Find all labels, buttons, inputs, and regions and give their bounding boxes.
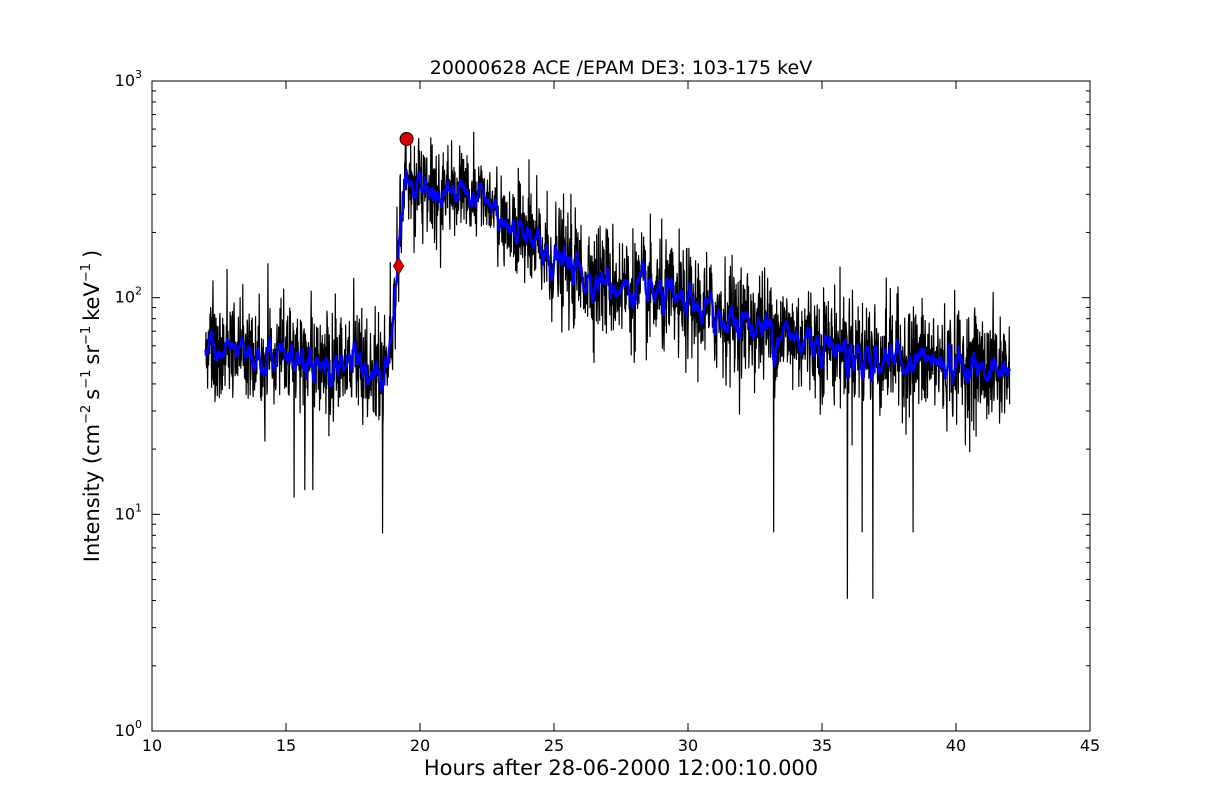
x-tick-label: 15: [276, 736, 296, 755]
y-axis-label-kev-exp: −1: [79, 263, 94, 282]
y-axis-label: Intensity (cm−2s−1sr−1keV−1): [79, 250, 104, 562]
onset-marker-diamond: [392, 256, 405, 276]
y-axis-label-sr-unit: sr: [80, 345, 104, 365]
x-tick-label: 10: [142, 736, 162, 755]
y-tick-label: 101: [115, 501, 142, 523]
y-tick-label: 102: [115, 285, 142, 307]
x-axis-label: Hours after 28-06-2000 12:00:10.000: [424, 756, 818, 780]
plot-area: [204, 131, 1011, 599]
x-tick-label: 30: [678, 736, 698, 755]
y-axis-label-kev-unit: keV: [80, 282, 104, 321]
x-tick-label: 35: [812, 736, 832, 755]
chart-title: 20000628 ACE /EPAM DE3: 103-175 keV: [430, 57, 812, 79]
y-axis-label-s-exp: −1: [79, 370, 94, 389]
y-axis-label-s-unit: s: [80, 389, 104, 400]
x-tick-label: 25: [544, 736, 564, 755]
plot-frame: [151, 80, 1091, 732]
y-tick-label: 103: [115, 68, 142, 90]
x-tick-label: 20: [410, 736, 430, 755]
y-axis-label-suffix: ): [80, 250, 104, 258]
x-tick-label: 45: [1080, 736, 1100, 755]
y-tick-label: 100: [115, 718, 142, 740]
peak-marker-circle: [399, 131, 414, 146]
y-axis-label-sr-exp: −1: [79, 326, 94, 345]
smoothed-intensity-line: [204, 169, 1011, 393]
x-tick-label: 40: [946, 736, 966, 755]
y-axis-label-cm-exp: −2: [79, 405, 94, 424]
y-axis-label-prefix: Intensity (cm: [80, 424, 104, 562]
